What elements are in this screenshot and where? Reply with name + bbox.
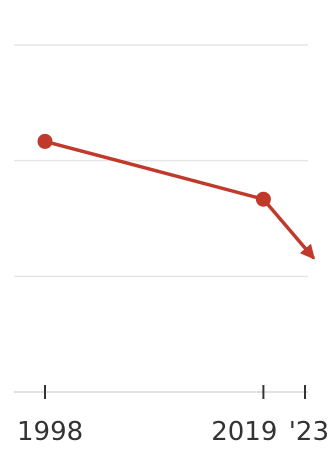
data-point-0: [37, 133, 53, 149]
data-series: [37, 133, 315, 260]
gridlines: [14, 44, 308, 278]
series-arrow-0: [261, 197, 315, 260]
series-line-0: [43, 139, 266, 201]
x-ticks: 1998 2019 '23: [17, 385, 329, 447]
x-tick-label-0: 1998: [17, 417, 83, 447]
x-tick-label-1: 2019: [211, 417, 277, 447]
x-tick-label-2: '23: [289, 417, 329, 447]
data-point-1: [255, 191, 271, 207]
